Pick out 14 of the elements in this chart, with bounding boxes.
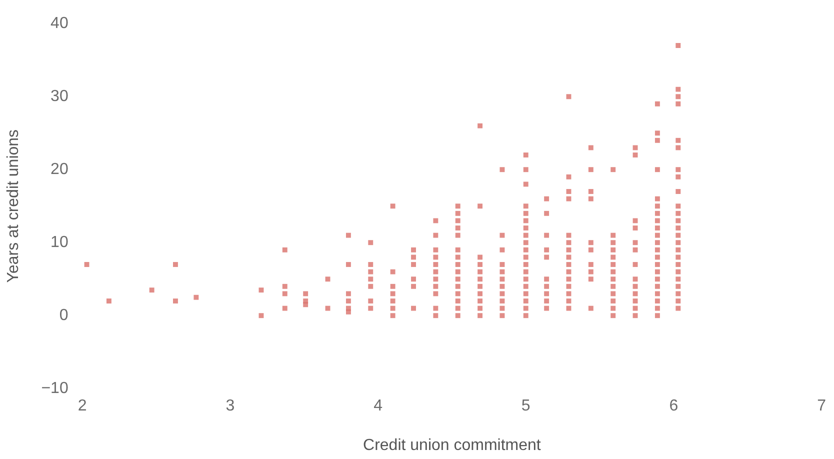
y-tick-label: −10 bbox=[41, 380, 68, 398]
x-tick-label: 4 bbox=[374, 398, 383, 415]
x-tick-label: 7 bbox=[817, 398, 826, 415]
x-tick-label: 2 bbox=[78, 398, 87, 415]
x-tick-label: 6 bbox=[669, 398, 678, 415]
y-tick-label: 10 bbox=[50, 234, 68, 252]
x-tick-label: 5 bbox=[521, 398, 530, 415]
y-tick-label: 40 bbox=[50, 15, 68, 32]
y-tick-label: 0 bbox=[59, 307, 68, 324]
y-axis-title: Years at credit unions bbox=[5, 129, 22, 283]
x-tick-label: 3 bbox=[226, 398, 235, 415]
y-tick-label: 30 bbox=[50, 88, 68, 106]
x-axis-title: Credit union commitment bbox=[363, 436, 542, 454]
y-tick-label: 20 bbox=[50, 161, 68, 178]
